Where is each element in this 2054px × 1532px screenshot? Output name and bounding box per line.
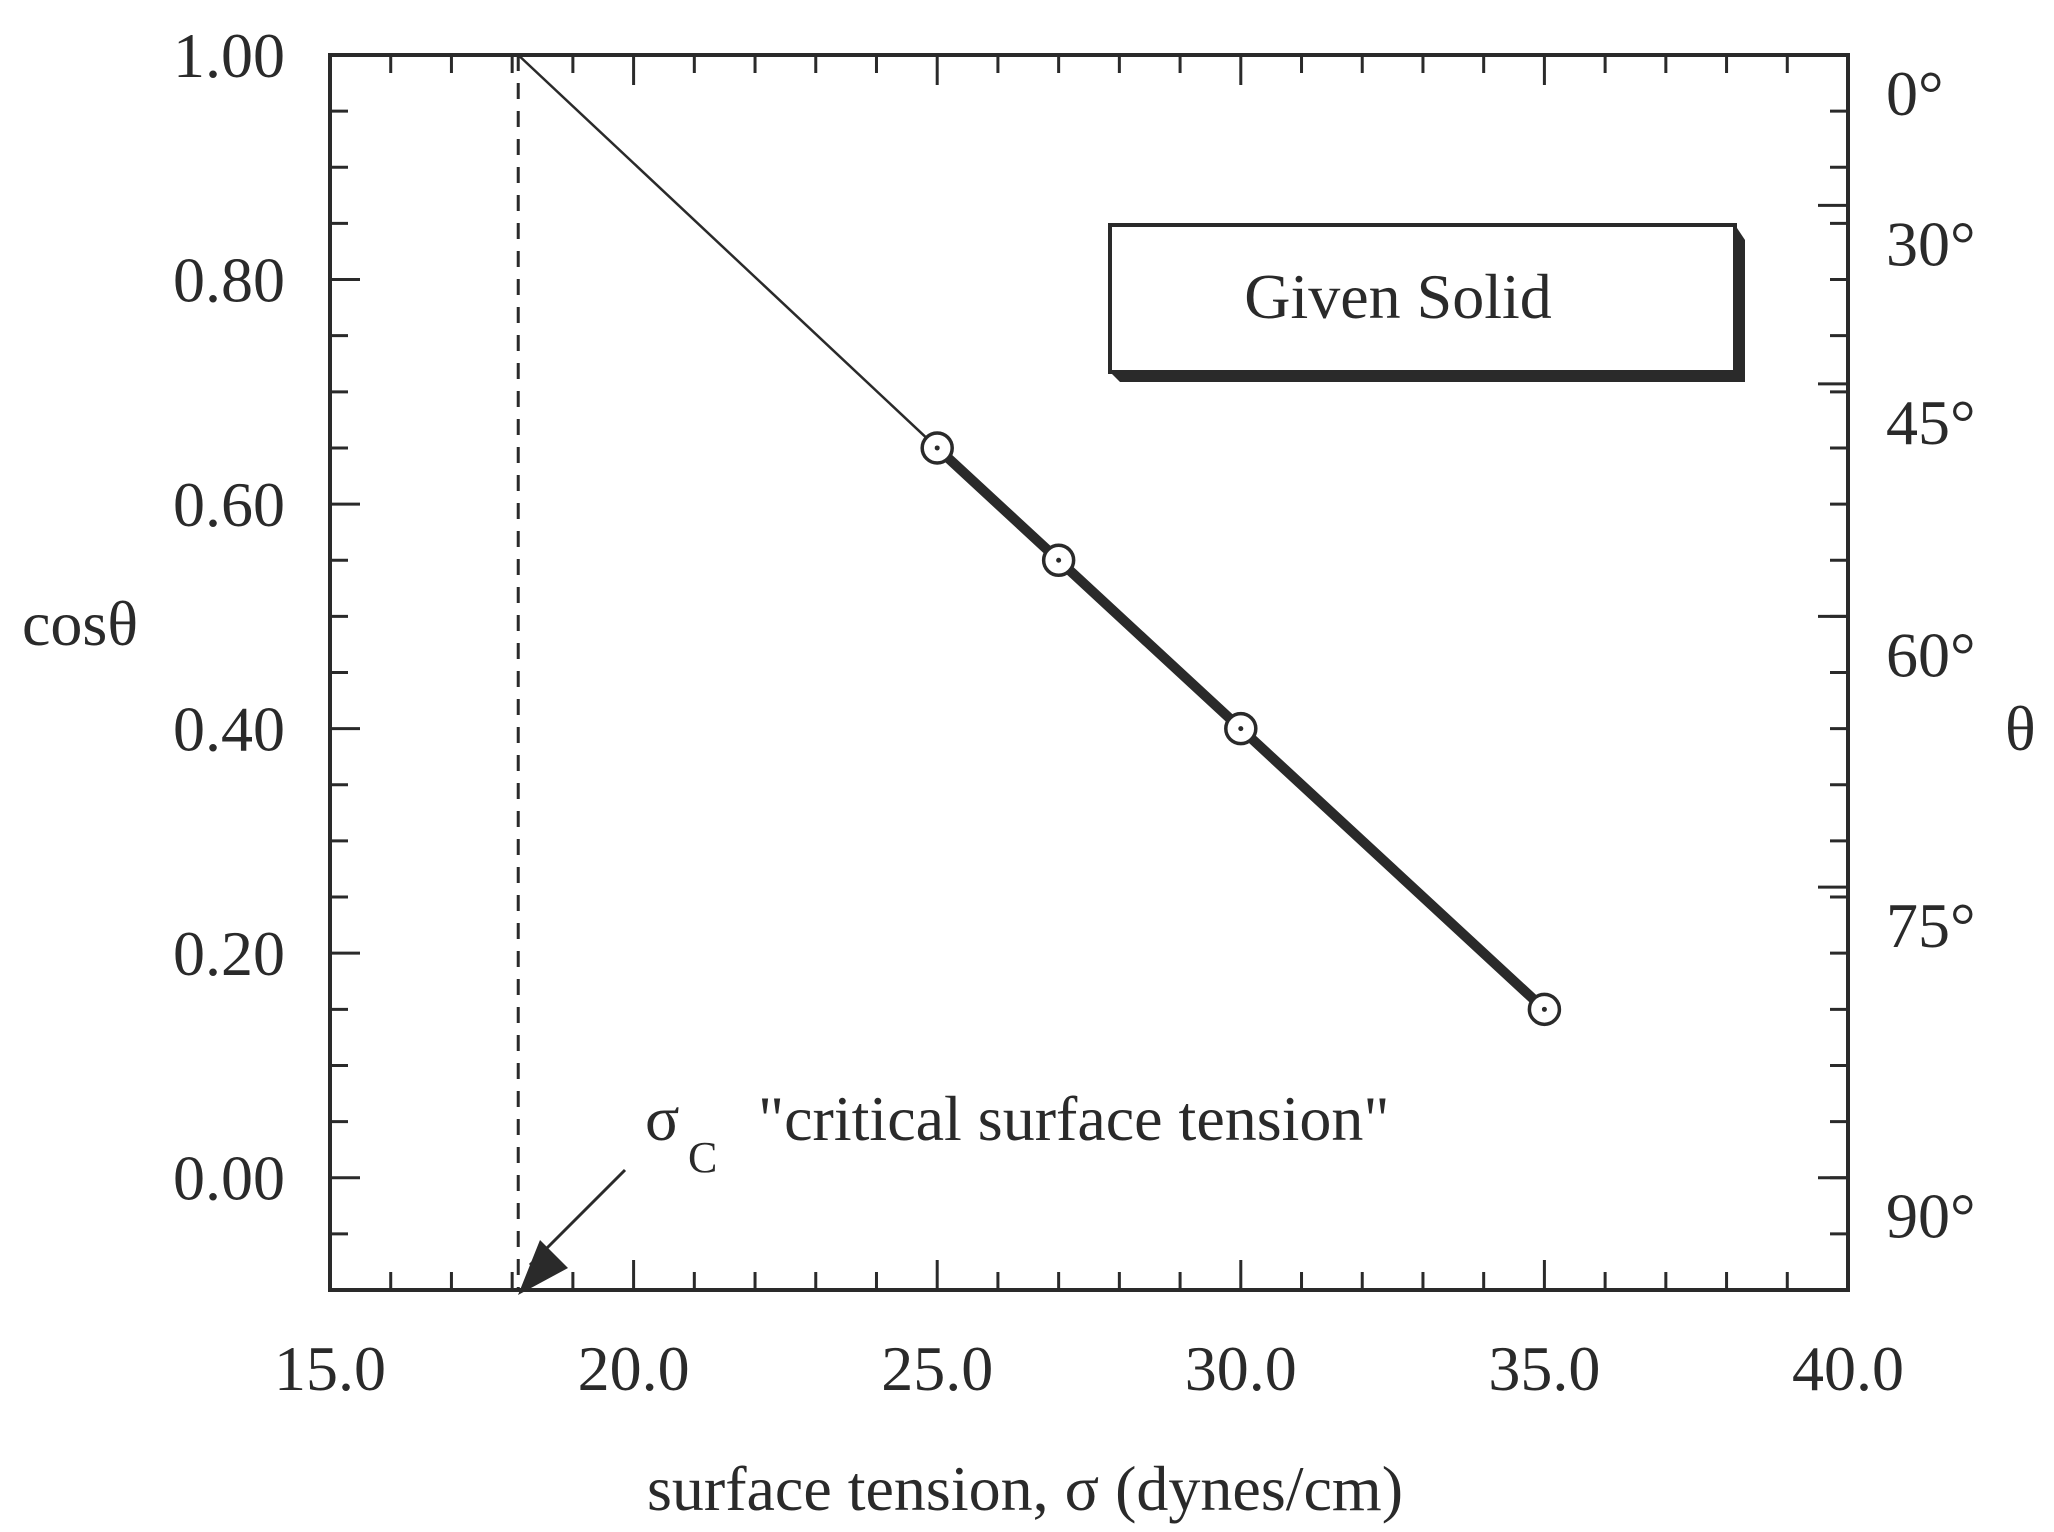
- theta-tick-label: 90°: [1886, 1181, 1976, 1252]
- data-point-center: [1238, 726, 1244, 732]
- y-axis-title: cosθ: [22, 588, 138, 659]
- box-shadow-bottom: [1110, 372, 1745, 382]
- annotation-arrowhead: [518, 1240, 568, 1295]
- y-tick-label: 0.20: [173, 918, 285, 989]
- box-label: Given Solid: [1244, 261, 1552, 332]
- y-tick-label: 0.40: [173, 694, 285, 765]
- x-axis-title: surface tension, σ (dynes/cm): [647, 1453, 1403, 1524]
- box-frame: [1108, 223, 1737, 374]
- data-point-center: [1056, 557, 1062, 563]
- x-tick-label: 40.0: [1792, 1333, 1904, 1404]
- theta-tick-label: 60°: [1886, 619, 1976, 690]
- right-axis-title: θ: [2005, 693, 2036, 764]
- critical-tension-annotation: σ C "critical surface tension": [518, 1083, 1390, 1295]
- annotation-text: "critical surface tension": [758, 1083, 1390, 1154]
- points-layer: [920, 431, 1562, 1027]
- plot-frame: [328, 53, 1850, 1292]
- y-tick-label: 0.80: [173, 245, 285, 316]
- x-tick-label: 35.0: [1488, 1333, 1600, 1404]
- y-tick-label: 1.00: [173, 20, 285, 91]
- labels-layer: 15.0 20.0 25.0 30.0 35.0 40.0 0.00 0.20 0.40 0.60…: [173, 20, 1976, 1404]
- data-point-center: [1541, 1006, 1547, 1012]
- y-tick-label: 0.60: [173, 469, 285, 540]
- x-tick-label: 25.0: [881, 1333, 993, 1404]
- data-point-center: [934, 445, 940, 451]
- annotation-subscript: C: [688, 1133, 717, 1182]
- series-line: [932, 442, 1550, 1015]
- x-tick-label: 30.0: [1185, 1333, 1297, 1404]
- x-tick-label: 20.0: [578, 1333, 690, 1404]
- theta-tick-label: 30°: [1886, 208, 1976, 279]
- box-shadow: [1735, 225, 1745, 382]
- x-tick-label: 15.0: [274, 1333, 386, 1404]
- annotation-sigma-symbol: σ: [645, 1083, 680, 1154]
- y-tick-label: 0.00: [173, 1143, 285, 1214]
- theta-tick-label: 45°: [1886, 387, 1976, 458]
- extrapolation-line: [517, 54, 939, 449]
- theta-tick-label: 0°: [1886, 58, 1944, 129]
- theta-tick-label: 75°: [1886, 890, 1976, 961]
- given-solid-box: Given Solid: [1108, 223, 1745, 382]
